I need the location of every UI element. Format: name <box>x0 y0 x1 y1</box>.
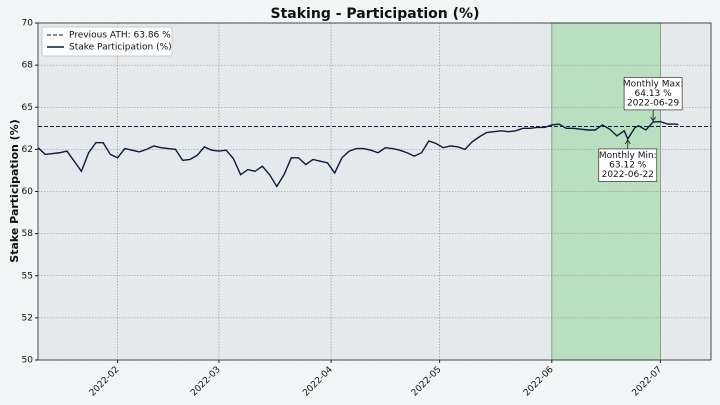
data-line <box>37 120 679 188</box>
annotation-text: 63.12 % <box>609 161 647 171</box>
plot-frame <box>37 22 712 361</box>
legend-label: Previous ATH: 63.86 % <box>69 31 171 41</box>
annotation-arrowhead <box>650 116 656 122</box>
annotation-text: Monthly Min: <box>599 151 657 161</box>
chart-title: Staking - Participation (%) <box>271 6 480 22</box>
y-tick-label: 55 <box>22 271 33 281</box>
y-tick-label: 50 <box>22 356 34 366</box>
y-axis-label: Stake Participation (%) <box>8 119 21 262</box>
y-tick-label: 70 <box>22 19 34 29</box>
annotation-box <box>598 148 658 182</box>
annotation-arrowhead <box>624 139 631 145</box>
legend-label: Stake Participation (%) <box>69 43 172 53</box>
y-tick-label: 62 <box>22 145 33 155</box>
y-tick-label: 65 <box>22 103 33 113</box>
y-tick-label: 68 <box>22 61 34 71</box>
legend-box <box>41 26 173 57</box>
y-tick-label: 58 <box>22 229 34 239</box>
y-tick-label: 60 <box>22 187 34 197</box>
annotation-text: Monthly Max: <box>623 80 684 90</box>
annotation-text: 2022-06-22 <box>602 170 654 180</box>
annotation-text: 64.13 % <box>635 89 673 99</box>
y-tick-label: 52 <box>22 313 33 323</box>
annotation-text: 2022-06-29 <box>627 99 680 109</box>
annotation-box <box>623 77 683 111</box>
